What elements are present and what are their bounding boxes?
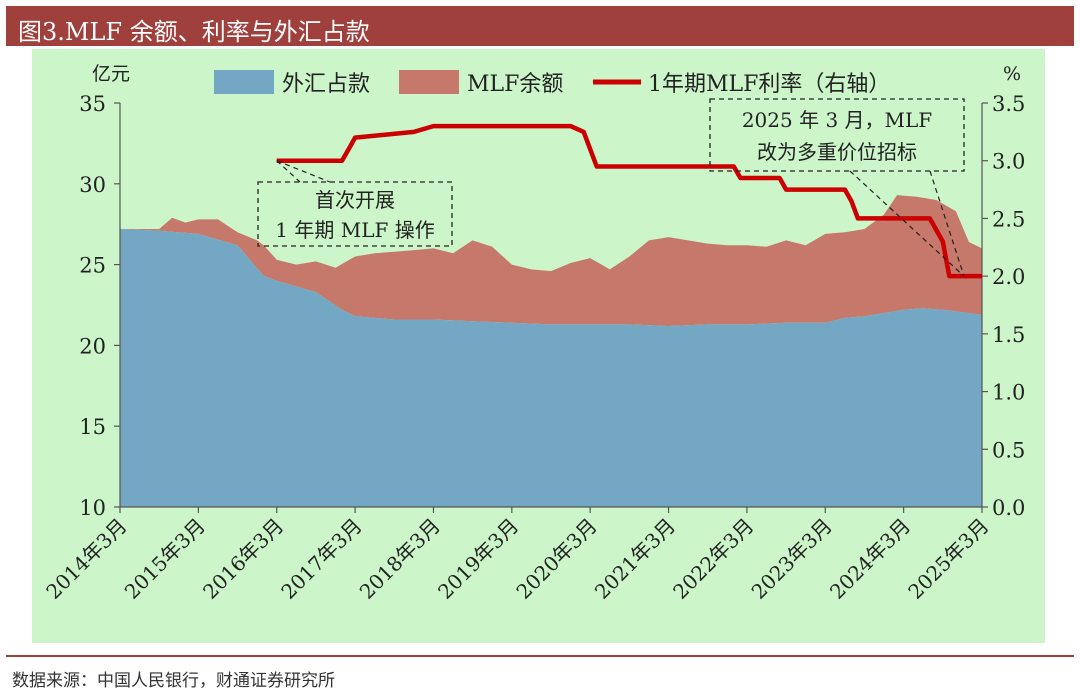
legend-label-fx: 外汇占款: [282, 72, 370, 97]
annotation-leader: [276, 160, 301, 183]
x-tick-label: 2019年3月: [433, 514, 523, 604]
mlf-balance-area: [120, 195, 982, 326]
annotation-box-2025: [709, 98, 965, 172]
right-tick-label: 0.5: [992, 438, 1025, 462]
legend-label-mlf-rate: 1年期MLF利率（右轴）: [648, 72, 890, 97]
x-tick-label: 2023年3月: [747, 514, 837, 604]
right-axis-unit: %: [1003, 63, 1021, 85]
right-tick-label: 2.5: [992, 207, 1025, 231]
annotation-text: 改为多重价位招标: [757, 140, 917, 164]
annotation-text: 首次开展: [315, 188, 395, 212]
legend-swatch-fx: [214, 70, 274, 94]
right-tick-label: 3.5: [992, 92, 1025, 116]
right-tick-label: 2.0: [992, 265, 1025, 289]
left-tick-label: 35: [79, 92, 106, 116]
page-title: 图3.MLF 余额、利率与外汇占款: [18, 18, 370, 46]
annotation-text: 1 年期 MLF 操作: [275, 218, 434, 242]
x-tick-label: 2014年3月: [41, 514, 131, 604]
fx-area: [120, 229, 982, 507]
right-tick-label: 1.0: [992, 381, 1025, 405]
x-tick-label: 2020年3月: [511, 514, 601, 604]
x-tick-label: 2024年3月: [825, 514, 915, 604]
x-tick-label: 2018年3月: [355, 514, 445, 604]
footer-rule: [6, 655, 1074, 657]
left-tick-label: 15: [79, 415, 106, 439]
legend-swatch-mlf-balance: [399, 70, 459, 94]
annotation-text: 2025 年 3 月，MLF: [742, 108, 932, 132]
right-tick-label: 0.0: [992, 496, 1025, 520]
source-note: 数据来源：中国人民银行，财通证券研究所: [12, 671, 335, 691]
x-tick-label: 2022年3月: [668, 514, 758, 604]
left-tick-label: 10: [79, 496, 106, 520]
left-tick-label: 30: [79, 173, 106, 197]
title-bar: 图3.MLF 余额、利率与外汇占款: [6, 6, 1074, 46]
annotation-leader: [849, 170, 965, 277]
left-axis-unit: 亿元: [92, 63, 130, 85]
x-tick-label: 2016年3月: [198, 514, 288, 604]
legend-label-mlf-balance: MLF余额: [467, 72, 563, 97]
x-tick-label: 2017年3月: [276, 514, 366, 604]
right-tick-label: 1.5: [992, 323, 1025, 347]
left-tick-label: 20: [79, 334, 106, 358]
annotation-leader: [929, 170, 965, 277]
x-tick-label: 2021年3月: [590, 514, 680, 604]
right-tick-label: 3.0: [992, 150, 1025, 174]
mlf-rate-line: [276, 123, 982, 279]
x-tick-label: 2025年3月: [903, 514, 993, 604]
annotation-leader: [276, 160, 331, 183]
x-tick-label: 2015年3月: [120, 514, 210, 604]
left-tick-label: 25: [79, 254, 106, 278]
annotation-box-first-op: [257, 181, 453, 247]
